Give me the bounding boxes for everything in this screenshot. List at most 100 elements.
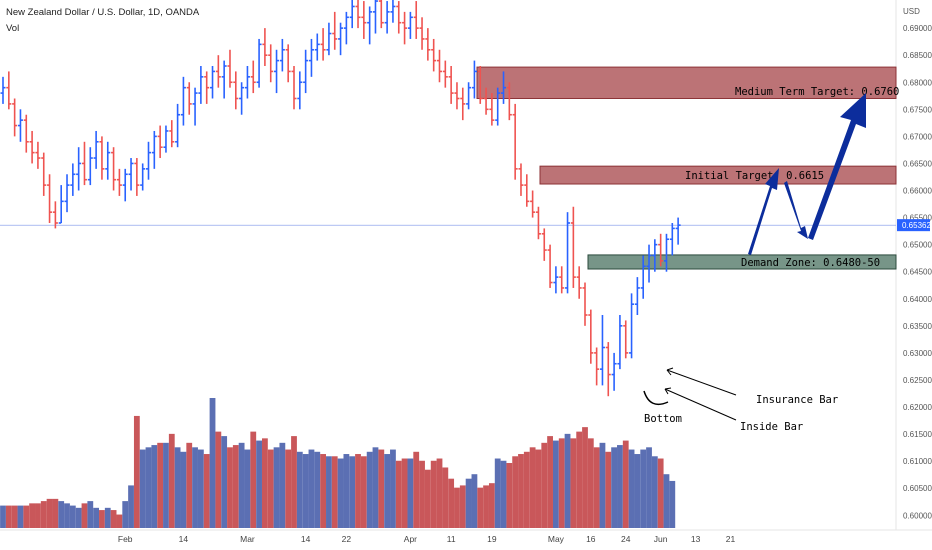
volume-bar xyxy=(663,474,670,528)
price-bar xyxy=(512,103,518,180)
volume-bar xyxy=(285,449,292,528)
volume-bar xyxy=(640,449,647,528)
volume-bar xyxy=(64,503,70,528)
price-bar xyxy=(41,152,47,196)
volume-bar xyxy=(11,505,18,528)
price-bar xyxy=(565,212,571,294)
price-bar xyxy=(99,136,105,180)
time-axis[interactable]: Feb 14 Mar 14 22 Apr 11 19 May 16 24 Jun 13 21 xyxy=(118,534,736,544)
volume-indicator-label: Vol xyxy=(6,23,19,34)
volume-bar xyxy=(378,449,385,528)
price-bar xyxy=(541,228,547,261)
price-bar xyxy=(6,71,12,110)
price-bar xyxy=(483,87,489,115)
volume-bar xyxy=(145,447,152,528)
price-tick-label: 0.63500 xyxy=(903,322,932,331)
volume-bar xyxy=(52,498,59,528)
price-bar xyxy=(402,11,408,45)
volume-bar xyxy=(75,507,82,528)
volume-bar xyxy=(23,505,30,528)
time-tick-label: May xyxy=(548,534,565,544)
chart-title: New Zealand Dollar / U.S. Dollar, 1D, OA… xyxy=(6,7,200,18)
volume-bar xyxy=(128,485,134,528)
time-tick-label: 14 xyxy=(179,534,189,544)
inside-bar-label: Inside Bar xyxy=(740,421,803,433)
volume-bar xyxy=(46,498,53,528)
price-tick-label: 0.61500 xyxy=(903,430,932,439)
volume-bar xyxy=(477,487,484,528)
price-bar xyxy=(407,11,413,39)
price-tick-label: 0.67500 xyxy=(903,105,932,114)
price-bar xyxy=(617,315,623,370)
inside-bar-pointer xyxy=(664,388,737,421)
volume-bar xyxy=(360,456,367,528)
volume-bar xyxy=(622,440,629,528)
price-bar xyxy=(501,71,507,104)
volume-bar xyxy=(250,431,257,528)
price-tick-label: 0.60000 xyxy=(903,511,932,520)
price-bar xyxy=(23,114,29,153)
time-tick-label: Apr xyxy=(404,534,417,544)
price-bar xyxy=(285,44,291,83)
price-bar xyxy=(471,60,477,99)
currency-label: USD xyxy=(903,7,920,16)
volume-bar xyxy=(512,456,519,528)
price-bar xyxy=(105,141,111,180)
price-bar xyxy=(384,1,390,34)
volume-bar xyxy=(267,449,274,528)
volume-bar xyxy=(29,503,35,528)
volume-bar xyxy=(611,447,617,528)
price-tick-label: 0.64500 xyxy=(903,268,932,277)
annotation-arrows xyxy=(643,93,866,421)
volume-bar xyxy=(174,447,181,528)
price-axis[interactable]: 0.69000 0.68500 0.68000 0.67500 0.67000 0.665… xyxy=(903,24,932,520)
volume-bar xyxy=(488,483,495,528)
volume-bar xyxy=(343,454,350,528)
volume-bar xyxy=(419,460,425,528)
price-bar xyxy=(431,38,437,72)
price-bar xyxy=(466,82,472,110)
price-bar xyxy=(437,49,442,83)
price-bar xyxy=(663,233,669,272)
price-bar xyxy=(70,163,76,196)
volume-bar xyxy=(256,440,262,528)
price-tick-label: 0.68000 xyxy=(903,78,932,87)
price-bars-layer xyxy=(0,0,681,397)
price-bar xyxy=(524,174,530,207)
price-bar xyxy=(454,82,460,110)
price-bar xyxy=(163,125,169,153)
price-bar xyxy=(169,120,175,148)
volume-bar xyxy=(116,514,123,528)
volume-bar xyxy=(547,436,553,528)
price-bar xyxy=(279,38,285,72)
price-tick-label: 0.67000 xyxy=(903,132,932,141)
price-bar xyxy=(35,141,41,169)
price-bar xyxy=(198,66,204,104)
price-bar xyxy=(495,87,501,126)
price-bar xyxy=(588,309,594,364)
time-tick-label: 19 xyxy=(487,534,497,544)
volume-bar xyxy=(651,456,658,528)
zone-label: Demand Zone: 0.6480-50 xyxy=(741,257,880,269)
volume-bar xyxy=(471,474,478,528)
volume-bar xyxy=(529,447,536,528)
volume-bar xyxy=(558,438,565,528)
price-bar xyxy=(204,71,210,104)
insurance-bar-arrowhead xyxy=(666,367,674,376)
price-bar xyxy=(157,125,163,159)
price-bar xyxy=(658,233,664,267)
volume-bar xyxy=(506,463,513,528)
volume-bar xyxy=(576,431,583,528)
volume-bar xyxy=(0,505,6,528)
volume-bar xyxy=(93,507,100,528)
volume-bar xyxy=(104,507,111,528)
volume-bar xyxy=(442,467,449,528)
volume-bar xyxy=(279,442,286,528)
volume-bar xyxy=(564,433,571,528)
time-tick-label: 24 xyxy=(621,534,631,544)
price-bar xyxy=(320,28,326,61)
volume-bar xyxy=(436,458,443,528)
price-bar xyxy=(419,17,425,50)
price-bar xyxy=(244,66,250,99)
